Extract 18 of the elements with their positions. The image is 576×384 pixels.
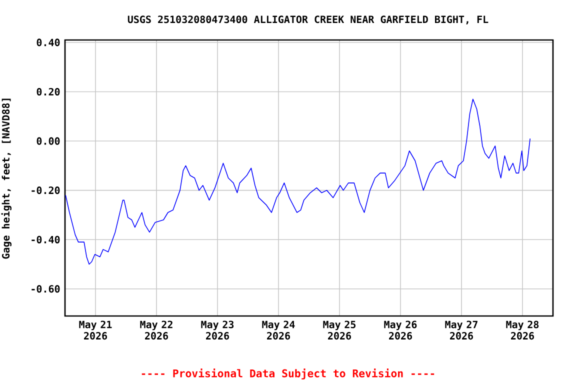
- x-tick-label: May 22 2026: [140, 320, 172, 340]
- x-tick-label: May 23 2026: [201, 320, 234, 340]
- x-tick-label: May 25 2026: [323, 320, 356, 340]
- y-tick-label: -0.20: [32, 186, 60, 194]
- y-tick-label: -0.40: [32, 236, 60, 244]
- line-series: [65, 98, 531, 265]
- x-tick-label: May 27 2026: [445, 320, 478, 340]
- x-tick-label: May 26 2026: [384, 320, 417, 340]
- text: ---- Provisional Data Subject to Revision ----: [142, 368, 434, 380]
- y-axis-title: Gage height, feet, [NAVD88]: [1, 98, 12, 259]
- x-tick-label: May 24 2026: [262, 320, 295, 340]
- y-tick-label: 0.00: [36, 137, 60, 145]
- y-tick-label: 0.40: [36, 38, 60, 46]
- x-tick-label: May 21 2026: [79, 320, 112, 340]
- y-tick-label: 0.20: [36, 88, 60, 96]
- chart-title: USGS 251032080473400 ALLIGATOR CREEK NEAR GARFIELD BIGHT, FL: [128, 16, 488, 24]
- x-tick-label: May 28 2026: [506, 320, 539, 340]
- y-tick-label: -0.60: [32, 285, 60, 293]
